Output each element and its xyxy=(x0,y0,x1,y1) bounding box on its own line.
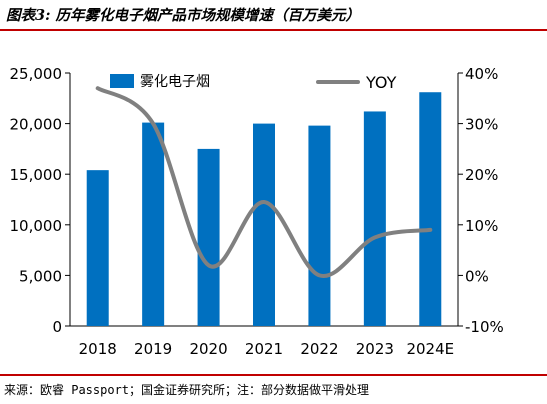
yoy-line xyxy=(95,86,433,278)
source-rule xyxy=(0,374,547,376)
legend-bar-swatch xyxy=(110,74,134,88)
x-tick-label: 2022 xyxy=(300,340,338,358)
x-tick-label: 2018 xyxy=(79,340,117,358)
y-left-tick-label: 0 xyxy=(52,318,62,336)
x-tick-label: 2020 xyxy=(189,340,227,358)
bar-2018 xyxy=(86,170,109,326)
y-left-tick-label: 15,000 xyxy=(10,166,63,184)
legend-bar-label: 雾化电子烟 xyxy=(140,74,210,90)
source-note: 来源：欧睿 Passport；国金证券研究所；注：部分数据做平滑处理 xyxy=(4,383,370,397)
y-left-tick-label: 25,000 xyxy=(10,65,63,83)
x-tick-label: 2019 xyxy=(134,340,172,358)
y-left-tick-label: 10,000 xyxy=(10,217,63,235)
bar-2023 xyxy=(363,111,386,327)
y-left-tick-label: 20,000 xyxy=(10,116,63,134)
title-rule xyxy=(0,29,547,31)
bar-2020 xyxy=(197,148,220,326)
bar-2019 xyxy=(142,122,165,326)
y-right-tick-label: -10% xyxy=(465,318,504,336)
x-tick-label: 2021 xyxy=(245,340,283,358)
y-right-tick-label: 0% xyxy=(465,267,489,285)
y-right-tick-label: 40% xyxy=(465,65,498,83)
bar-2022 xyxy=(308,125,331,327)
x-tick-label: 2023 xyxy=(356,340,394,358)
bar-2021 xyxy=(253,123,275,326)
y-right-tick-label: 20% xyxy=(465,166,498,184)
x-tick-label: 2024E xyxy=(406,340,454,358)
legend-line-label: YOY xyxy=(365,73,397,92)
y-right-tick-label: 10% xyxy=(465,217,498,235)
y-left-tick-label: 5,000 xyxy=(19,267,62,285)
y-right-tick-label: 30% xyxy=(465,116,498,134)
bar-2024E xyxy=(419,92,442,326)
figure-title: 图表3: 历年雾化电子烟产品市场规模增速（百万美元） xyxy=(6,7,360,24)
